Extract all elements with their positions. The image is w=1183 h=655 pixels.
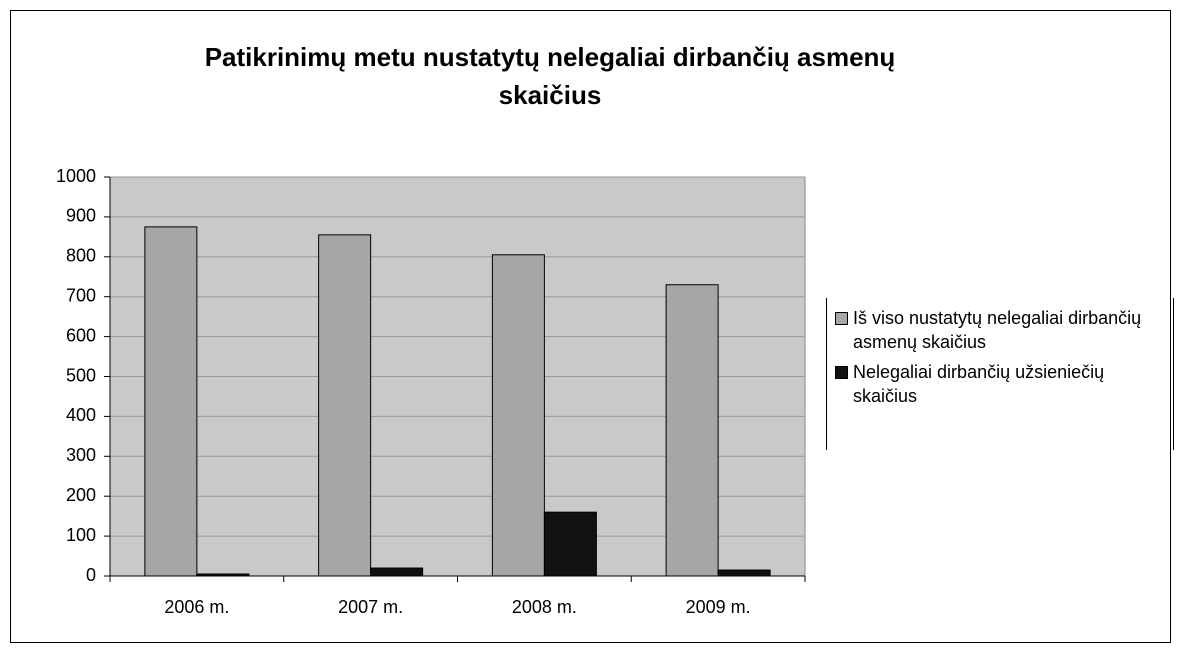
legend-label: Iš viso nustatytų nelegaliai dirbančių a…: [853, 308, 1142, 352]
x-tick-label: 2008 m.: [512, 597, 577, 617]
chart-title: Patikrinimų metu nustatytų nelegaliai di…: [204, 42, 896, 110]
y-tick-label: 400: [66, 405, 96, 425]
y-tick-label: 700: [66, 285, 96, 305]
chart-frame: [10, 10, 1171, 643]
y-tick-label: 200: [66, 485, 96, 505]
bar: [543, 511, 597, 577]
y-tick-label: 500: [66, 365, 96, 385]
y-tick-label: 1000: [56, 166, 96, 186]
x-tick-label: 2009 m.: [686, 597, 751, 617]
bar: [318, 234, 372, 577]
bar: [665, 284, 719, 577]
y-tick-label: 900: [66, 206, 96, 226]
bar: [144, 226, 198, 577]
legend-label: Nelegaliai dirbančių užsieniečių skaičiu…: [853, 362, 1105, 406]
bar: [491, 254, 545, 577]
x-tick-label: 2006 m.: [164, 597, 229, 617]
y-tick-label: 100: [66, 525, 96, 545]
legend: Iš viso nustatytų nelegaliai dirbančių a…: [826, 298, 1174, 450]
y-tick-label: 800: [66, 246, 96, 266]
bar: [717, 569, 771, 577]
legend-item: Iš viso nustatytų nelegaliai dirbančių a…: [835, 306, 1173, 354]
bar: [196, 573, 250, 577]
legend-swatch: [835, 312, 848, 325]
x-tick-label: 2007 m.: [338, 597, 403, 617]
bar: [370, 567, 424, 577]
y-tick-label: 600: [66, 325, 96, 345]
legend-item: Nelegaliai dirbančių užsieniečių skaičiu…: [835, 360, 1173, 408]
y-tick-label: 0: [86, 565, 96, 585]
y-tick-label: 300: [66, 445, 96, 465]
legend-swatch: [835, 366, 848, 379]
